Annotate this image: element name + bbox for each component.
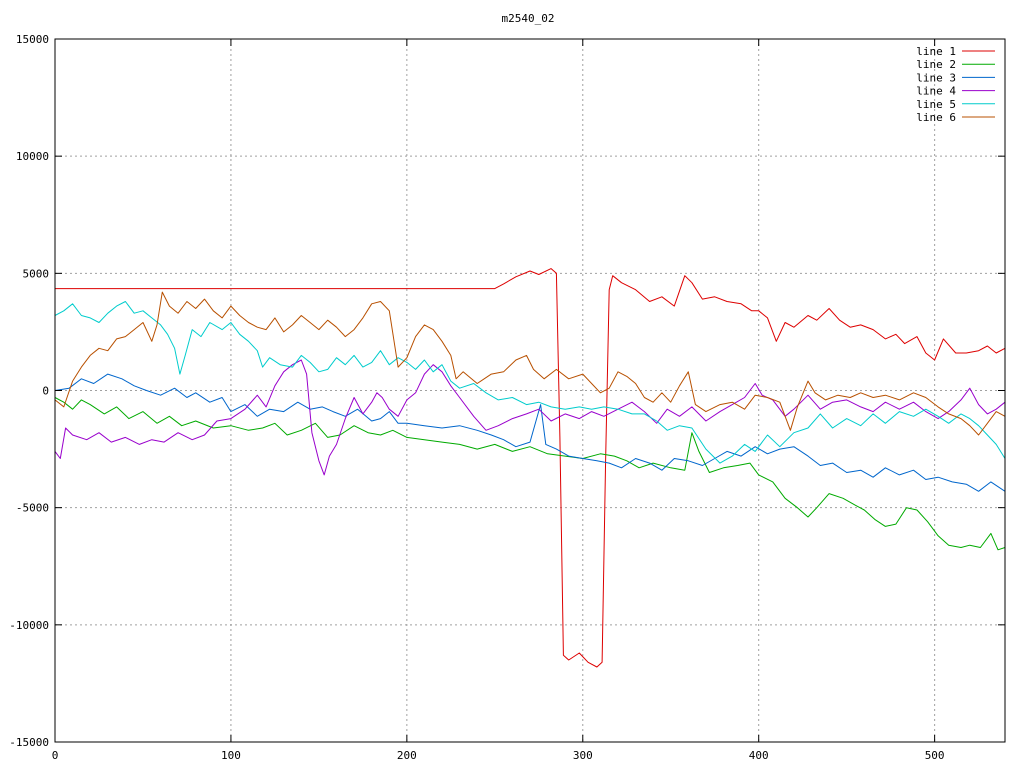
y-tick-label: 5000: [23, 267, 50, 280]
series-line-1: [55, 268, 1006, 668]
legend-label-3: line 3: [916, 71, 956, 84]
x-tick-label: 200: [397, 749, 417, 762]
series-line-6: [54, 291, 1006, 436]
series-line-4: [54, 359, 1006, 476]
x-tick-label: 100: [221, 749, 241, 762]
legend-label-1: line 1: [916, 45, 956, 58]
x-tick-label: 400: [749, 749, 769, 762]
y-tick-label: -10000: [9, 619, 49, 632]
legend-label-5: line 5: [916, 98, 956, 111]
y-tick-label: -15000: [9, 736, 49, 749]
x-tick-label: 0: [52, 749, 59, 762]
chart-title: m2540_02: [502, 12, 555, 25]
series-line-3: [54, 373, 1006, 492]
y-tick-label: 10000: [16, 150, 49, 163]
legend-label-2: line 2: [916, 58, 956, 71]
y-tick-label: 15000: [16, 33, 49, 46]
legend-label-6: line 6: [916, 111, 956, 124]
y-tick-label: 0: [42, 385, 49, 398]
x-tick-label: 500: [925, 749, 945, 762]
legend-label-4: line 4: [916, 85, 956, 98]
series-line-5: [54, 301, 1006, 464]
x-tick-label: 300: [573, 749, 593, 762]
y-tick-label: -5000: [16, 502, 49, 515]
grid: [55, 39, 1005, 742]
x-axis-ticks: 0 100 200 300 400 500: [52, 39, 945, 762]
series-group: [54, 268, 1006, 668]
series-line-2: [54, 397, 1006, 551]
y-axis-ticks: -15000 -10000 -5000 0 5000 10000 15000: [9, 33, 1005, 749]
